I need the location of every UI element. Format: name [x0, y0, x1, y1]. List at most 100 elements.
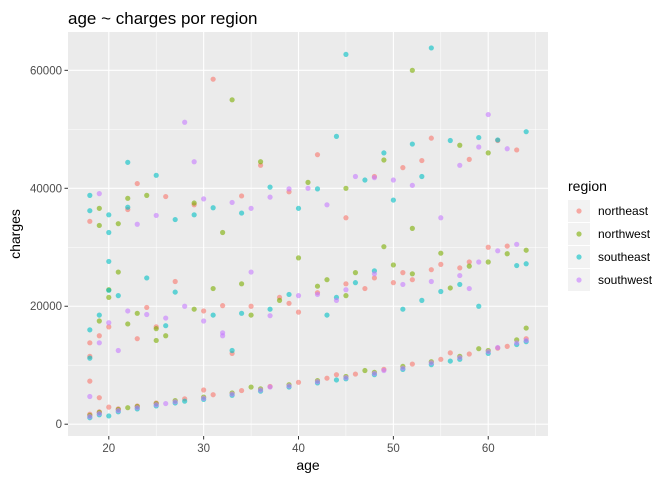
data-point-northeast	[314, 152, 321, 158]
data-point-northeast	[400, 165, 406, 171]
legend-key-northwest	[576, 231, 582, 237]
data-point-southeast	[96, 312, 102, 318]
x-tick-label: 30	[197, 443, 210, 455]
data-point-southwest	[191, 159, 197, 165]
data-point-northwest	[125, 405, 131, 411]
data-point-northeast	[504, 343, 510, 349]
data-point-southeast	[172, 289, 178, 295]
grid-minor	[68, 32, 548, 436]
y-tick-label: 20000	[30, 301, 62, 313]
data-point-southeast	[87, 327, 93, 333]
data-point-northwest	[257, 159, 264, 165]
data-point-northeast	[163, 193, 169, 200]
data-point-northeast	[201, 387, 207, 393]
data-point-southwest	[248, 269, 254, 275]
data-point-southwest	[305, 185, 311, 191]
data-point-southeast	[333, 377, 340, 383]
x-tick-label: 40	[292, 443, 305, 455]
data-point-southwest	[267, 384, 273, 390]
data-point-southeast	[438, 288, 444, 295]
data-point-northeast	[210, 76, 216, 82]
y-axis-ticks: 0 20000 40000 60000	[30, 65, 68, 431]
data-point-southwest	[409, 182, 415, 188]
legend: region northeast northwest southeast southw…	[568, 178, 653, 291]
data-point-northwest	[476, 346, 482, 352]
data-point-northeast	[106, 324, 112, 330]
data-point-northwest	[523, 247, 529, 253]
data-point-southeast	[295, 205, 302, 211]
data-point-southeast	[324, 312, 330, 318]
data-point-southeast	[172, 216, 178, 223]
data-point-northeast	[220, 303, 226, 309]
data-point-northwest	[248, 312, 254, 318]
data-point-southeast	[409, 141, 415, 147]
data-point-northwest	[381, 157, 387, 163]
data-point-northeast	[87, 218, 93, 224]
data-point-southeast	[125, 159, 131, 165]
data-point-southwest	[229, 199, 235, 206]
data-point-southwest	[182, 119, 188, 125]
data-point-northwest	[324, 277, 330, 283]
data-point-southwest	[428, 278, 434, 285]
data-point-southwest	[172, 399, 178, 405]
data-point-northwest	[276, 297, 283, 303]
data-point-northeast	[485, 244, 491, 250]
data-point-southeast	[362, 177, 368, 183]
data-point-southwest	[163, 400, 169, 407]
data-point-southwest	[371, 370, 378, 377]
data-point-northeast	[324, 375, 330, 381]
data-point-northwest	[343, 293, 349, 299]
data-point-southwest	[343, 375, 349, 381]
data-point-southeast	[191, 212, 197, 218]
data-point-northeast	[87, 340, 93, 346]
data-point-southwest	[371, 175, 378, 181]
data-point-southeast	[428, 45, 434, 51]
data-point-northeast	[343, 215, 349, 221]
data-point-southwest	[125, 308, 131, 314]
data-point-northwest	[125, 321, 131, 327]
data-point-southwest	[106, 320, 112, 326]
data-point-northeast	[447, 350, 453, 356]
data-point-northeast	[238, 387, 245, 394]
data-point-northeast	[201, 308, 207, 314]
data-point-northeast	[466, 259, 472, 265]
data-point-southwest	[134, 405, 140, 411]
data-point-northeast	[295, 309, 302, 315]
data-point-southwest	[267, 194, 273, 200]
data-point-southwest	[457, 162, 463, 168]
data-point-southwest	[201, 196, 207, 202]
data-point-southeast	[144, 275, 150, 281]
data-point-southwest	[87, 393, 93, 400]
data-point-northwest	[457, 142, 463, 148]
data-point-southeast	[381, 150, 387, 156]
data-point-southeast	[106, 287, 112, 293]
data-point-northeast	[400, 270, 406, 276]
data-point-southwest	[248, 205, 254, 211]
data-point-southwest	[495, 248, 501, 254]
data-point-southeast	[314, 186, 321, 192]
data-point-southwest	[428, 360, 434, 366]
data-point-southwest	[390, 177, 396, 183]
data-point-northeast	[144, 304, 150, 311]
data-point-southwest	[457, 354, 463, 361]
data-point-southwest	[201, 318, 207, 324]
data-point-southwest	[295, 293, 302, 299]
data-point-northeast	[134, 180, 140, 187]
legend-label-southwest: southwest	[598, 273, 653, 287]
data-point-southeast	[447, 137, 453, 144]
data-point-southwest	[87, 413, 93, 420]
legend-label-northeast: northeast	[598, 204, 649, 218]
data-point-southwest	[201, 395, 207, 401]
data-point-southwest	[286, 383, 292, 389]
data-point-northwest	[343, 185, 349, 191]
x-tick-label: 20	[102, 443, 115, 455]
data-point-southwest	[220, 333, 226, 339]
legend-key-northeast	[576, 208, 582, 214]
data-point-northwest	[466, 263, 472, 269]
data-point-northeast	[87, 378, 93, 384]
data-point-northeast	[409, 277, 415, 283]
data-point-southwest	[324, 202, 330, 208]
data-point-southwest	[314, 379, 321, 385]
data-point-southeast	[106, 229, 112, 236]
data-point-southwest	[495, 344, 501, 351]
